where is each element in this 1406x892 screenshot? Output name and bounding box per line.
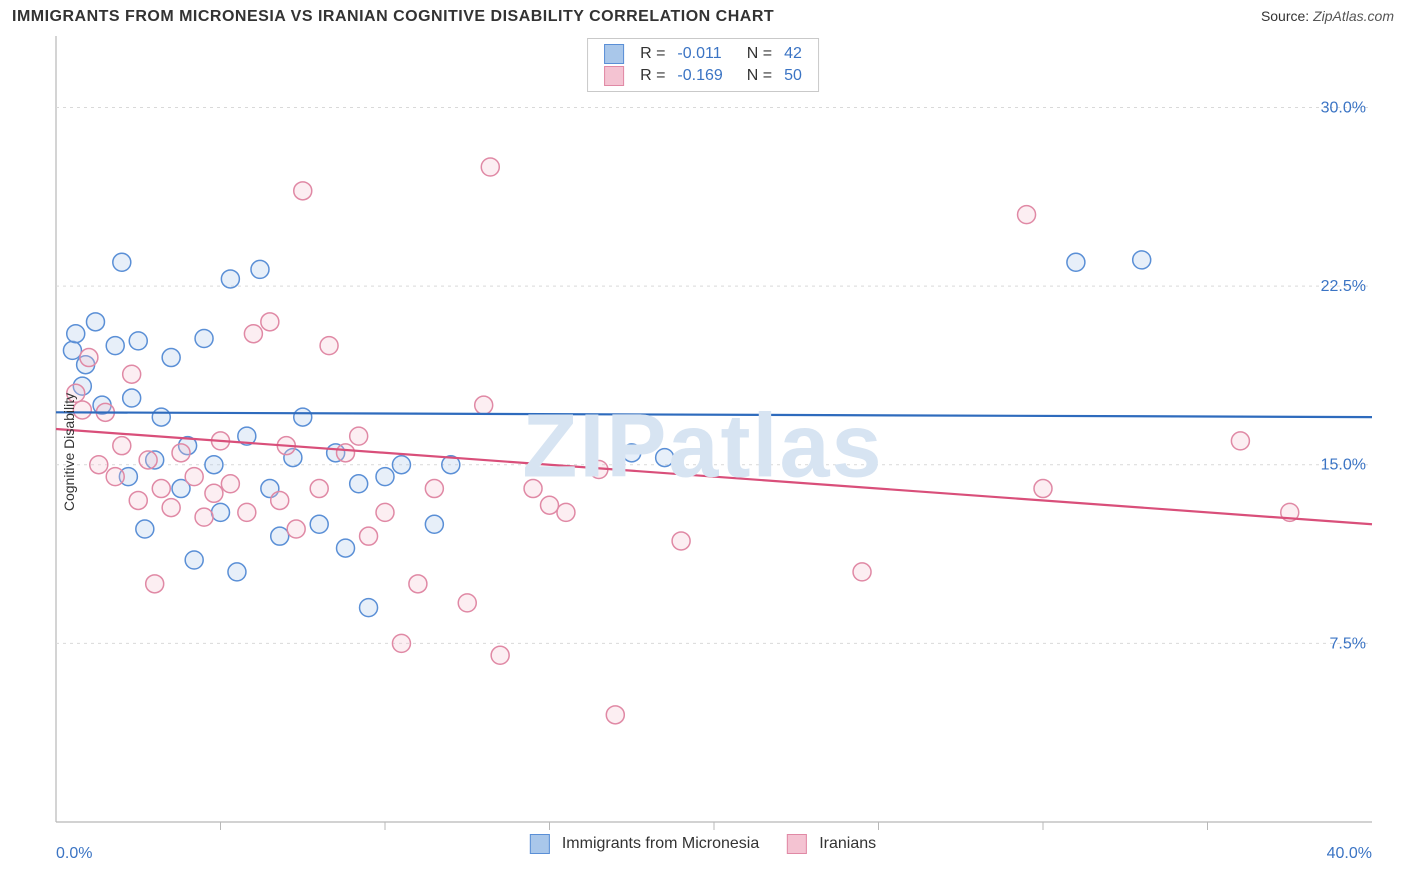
legend-item-micronesia: Immigrants from Micronesia	[530, 834, 759, 854]
r-label: R =	[634, 65, 671, 87]
r-label: R =	[634, 43, 671, 65]
n-label: N =	[741, 65, 778, 87]
legend-swatch-icon	[604, 44, 624, 64]
legend-series: Immigrants from Micronesia Iranians	[530, 834, 876, 854]
n-label: N =	[741, 43, 778, 65]
source-value: ZipAtlas.com	[1313, 8, 1394, 24]
n-value: 50	[778, 65, 808, 87]
legend-label: Iranians	[819, 835, 876, 853]
chart-title: IMMIGRANTS FROM MICRONESIA VS IRANIAN CO…	[12, 8, 774, 26]
legend-swatch-icon	[604, 66, 624, 86]
plot-container: Cognitive Disability ZIPatlas 7.5%15.0%2…	[12, 32, 1394, 872]
source-label: Source:	[1261, 8, 1309, 24]
legend-swatch-icon	[530, 834, 550, 854]
r-value: -0.011	[671, 43, 728, 65]
n-value: 42	[778, 43, 808, 65]
y-axis-label: Cognitive Disability	[61, 393, 77, 511]
svg-text:30.0%: 30.0%	[1321, 99, 1366, 116]
legend-stats-box: R =-0.011 N =42 R =-0.169 N =50	[587, 38, 819, 92]
svg-text:0.0%: 0.0%	[56, 845, 92, 862]
legend-swatch-icon	[787, 834, 807, 854]
svg-text:15.0%: 15.0%	[1321, 457, 1366, 474]
header: IMMIGRANTS FROM MICRONESIA VS IRANIAN CO…	[12, 8, 1394, 26]
scatter-chart: 7.5% 15.0% 22.5% 30.0% 0.0% 40.0%	[12, 32, 1394, 872]
svg-text:22.5%: 22.5%	[1321, 278, 1366, 295]
r-value: -0.169	[671, 65, 728, 87]
svg-text:40.0%: 40.0%	[1327, 845, 1372, 862]
svg-text:7.5%: 7.5%	[1330, 635, 1366, 652]
source-attribution: Source: ZipAtlas.com	[1261, 8, 1394, 24]
legend-item-iranians: Iranians	[787, 834, 876, 854]
legend-label: Immigrants from Micronesia	[562, 835, 759, 853]
